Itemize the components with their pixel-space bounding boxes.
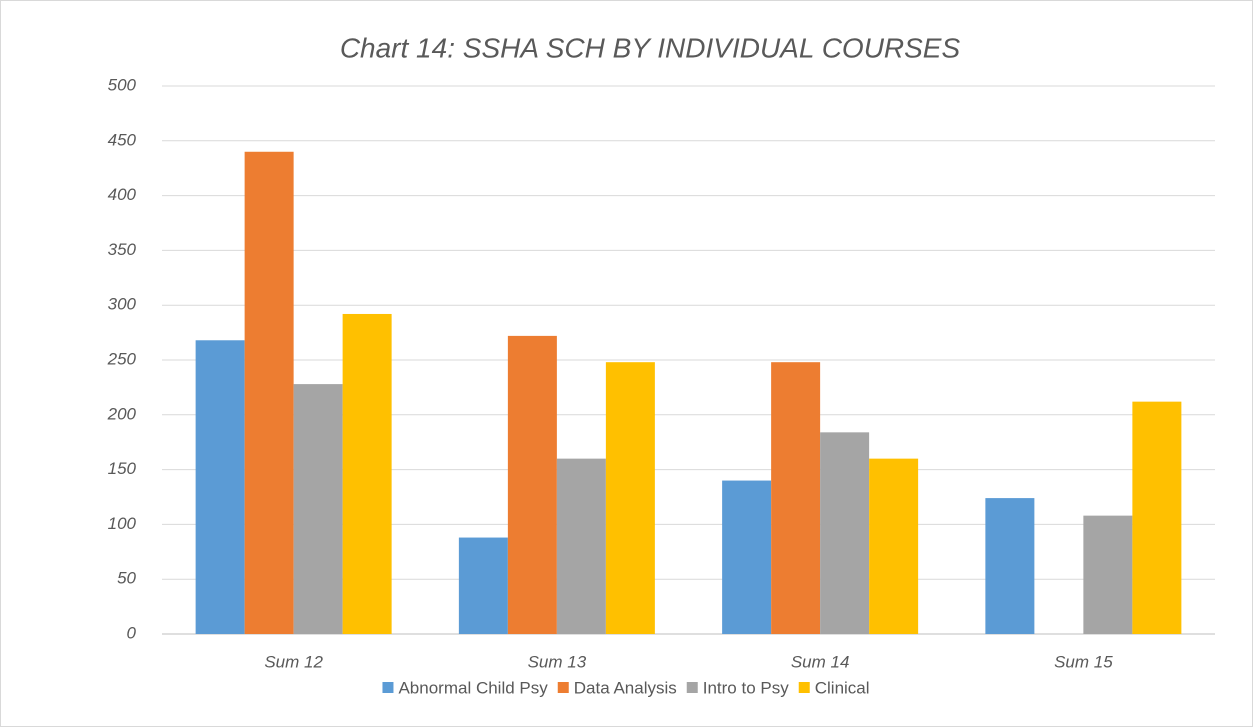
- legend-label: Data Analysis: [574, 678, 677, 697]
- x-tick-label: Sum 12: [264, 652, 323, 671]
- chart-title: Chart 14: SSHA SCH BY INDIVIDUAL COURSES: [340, 32, 961, 63]
- x-tick-label: Sum 14: [791, 652, 850, 671]
- y-tick-label: 400: [108, 185, 137, 204]
- bar: [605, 362, 655, 634]
- legend-swatch: [686, 682, 698, 693]
- bar: [1083, 515, 1133, 634]
- bar: [195, 340, 245, 634]
- y-tick-label: 100: [108, 514, 137, 533]
- bar: [342, 313, 392, 634]
- legend-swatch: [382, 682, 394, 693]
- bar: [458, 537, 508, 634]
- y-tick-label: 200: [107, 404, 137, 423]
- bar: [1132, 401, 1182, 634]
- bar: [244, 151, 294, 634]
- bar: [869, 458, 919, 634]
- legend-swatch: [798, 682, 810, 693]
- y-tick-label: 300: [108, 295, 137, 314]
- bar: [820, 432, 870, 634]
- bar: [722, 480, 772, 634]
- y-tick-label: 450: [108, 130, 137, 149]
- x-tick-label: Sum 13: [528, 652, 587, 671]
- y-tick-label: 150: [108, 459, 137, 478]
- bar: [556, 458, 606, 634]
- y-tick-label: 50: [117, 569, 136, 588]
- legend-label: Abnormal Child Psy: [398, 678, 548, 697]
- y-tick-label: 500: [108, 75, 137, 94]
- bar: [507, 335, 557, 634]
- legend-label: Intro to Psy: [703, 678, 789, 697]
- bar: [293, 384, 343, 634]
- legend-label: Clinical: [815, 678, 870, 697]
- bar: [985, 498, 1035, 634]
- y-tick-label: 0: [127, 623, 137, 642]
- y-tick-label: 250: [107, 349, 137, 368]
- x-tick-label: Sum 15: [1054, 652, 1113, 671]
- legend-swatch: [557, 682, 569, 693]
- y-tick-label: 350: [108, 240, 137, 259]
- bar: [771, 362, 821, 634]
